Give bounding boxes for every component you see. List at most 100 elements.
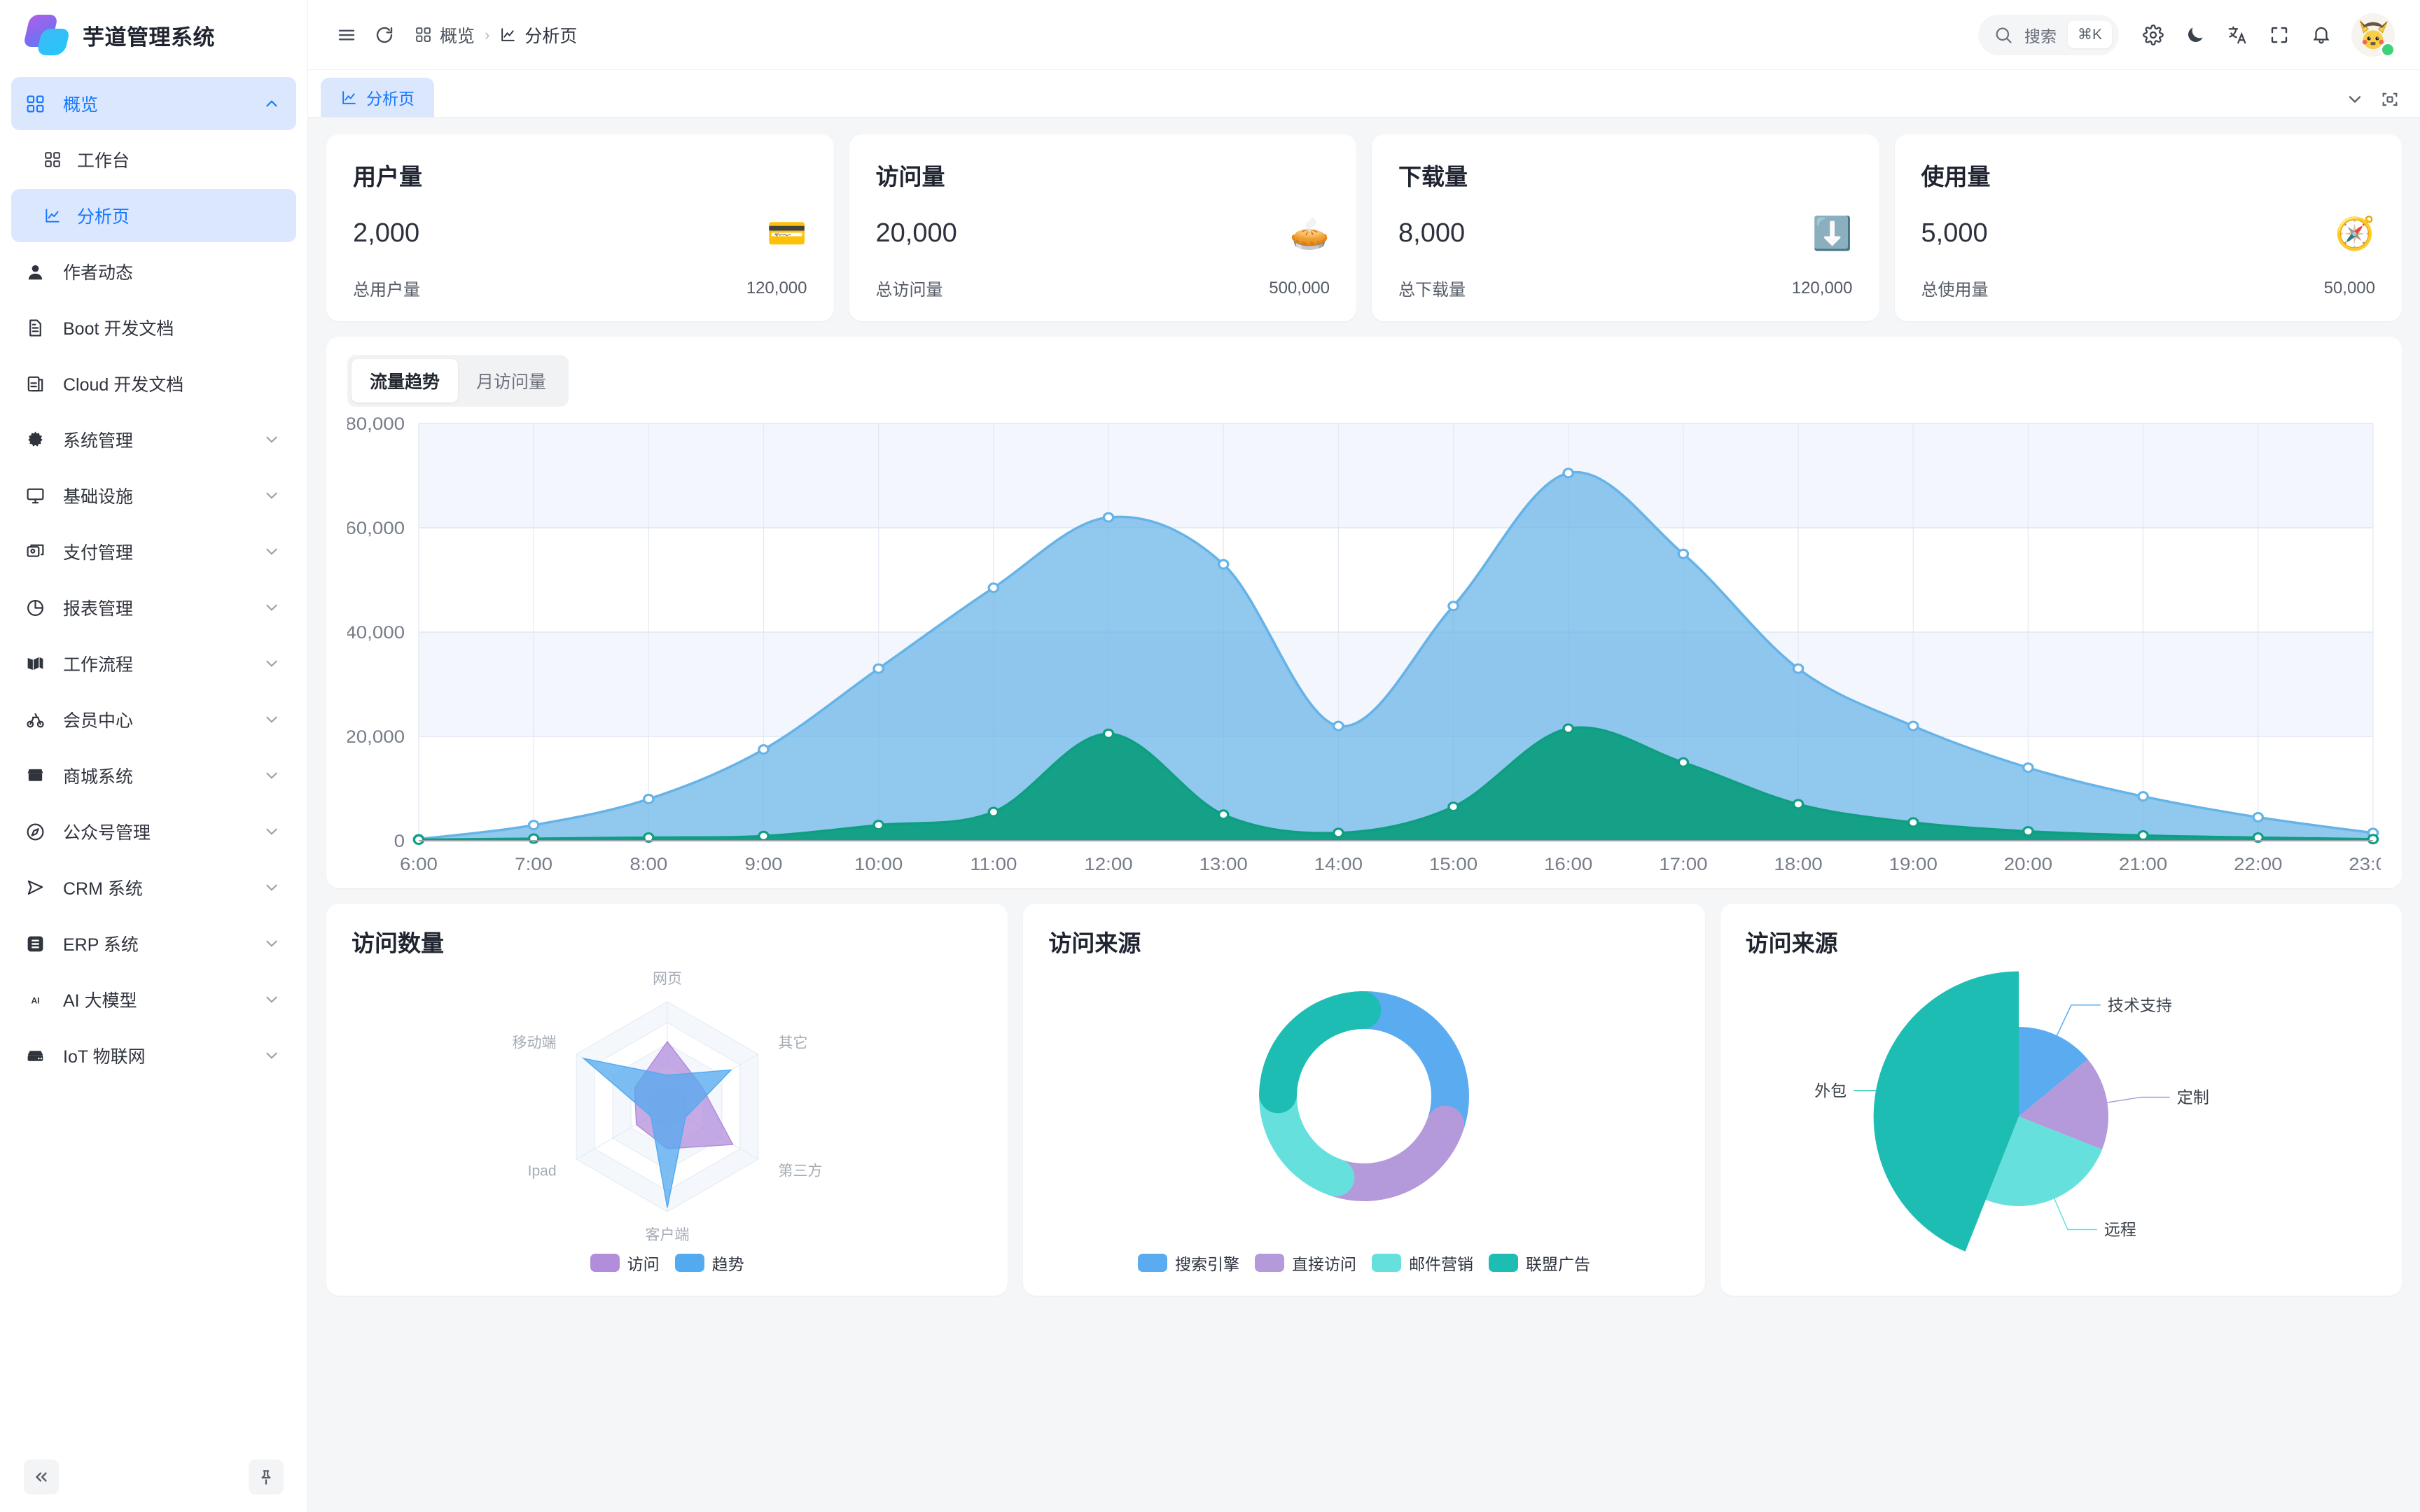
status-badge [2380,41,2395,57]
chevron-down-icon[interactable] [263,654,281,673]
sidebar-item-6[interactable]: 系统管理 [11,413,296,466]
chevron-down-icon[interactable] [263,822,281,841]
traffic-trend-chart: 0 20,000 40,000 60,000 80,000 6:00 7:00 8:00 9:0… [347,416,2381,874]
legend-swatch [674,1254,704,1272]
stat-card-main: 8,000 ⬇️ [1398,217,1853,249]
legend-item-0[interactable]: 访问 [590,1251,660,1275]
breadcrumb-label: 分析页 [524,26,578,46]
expand-icon[interactable] [2372,82,2407,117]
visit-count-panel: 访问数量 网页 其它 第三方 客户端 Ipad 移动端 访问 趋势 [326,904,1008,1296]
stat-card-footer-value: 500,000 [1269,278,1330,298]
tab-label: 分析页 [366,90,415,108]
avatar[interactable] [2351,13,2395,57]
logo[interactable]: 芋道管理系统 [0,0,307,70]
sidebar-item-10[interactable]: 工作流程 [11,637,296,690]
sidebar-item-17[interactable]: IoT 物联网 [11,1029,296,1082]
legend-item-0[interactable]: 搜索引擎 [1137,1251,1239,1275]
sidebar-item-2[interactable]: 分析页 [11,189,296,242]
collapse-sidebar-button[interactable] [24,1460,59,1494]
sidebar-item-15[interactable]: ERP 系统 [11,917,296,970]
moon-icon[interactable] [2176,16,2214,54]
sidebar-item-11[interactable]: 会员中心 [11,693,296,746]
svg-text:定制: 定制 [2177,1088,2209,1106]
legend-item-1[interactable]: 趋势 [674,1251,744,1275]
trend-tab-0[interactable]: 流量趋势 [352,359,459,402]
legend-item-3[interactable]: 联盟广告 [1488,1251,1590,1275]
legend-item-1[interactable]: 直接访问 [1254,1251,1356,1275]
legend-label: 联盟广告 [1525,1255,1590,1273]
svg-text:Ipad: Ipad [527,1163,556,1180]
breadcrumb-item-overview[interactable]: 概览 [415,22,475,48]
chevron-down-icon[interactable] [263,766,281,785]
chevron-down-icon[interactable] [263,1046,281,1065]
pie-chart-body: 技术支持 定制 远程 外包 [1746,958,2377,1275]
stat-card-icon: ⬇️ [1812,215,1853,251]
sidebar-item-label: 支付管理 [63,543,134,563]
grid-icon [43,150,67,169]
sidebar-item-label: 商城系统 [63,767,134,787]
sidebar-item-12[interactable]: 商城系统 [11,749,296,802]
sidebar-item-8[interactable]: 支付管理 [11,525,296,578]
chevron-down-icon[interactable] [263,542,281,561]
svg-text:技术支持: 技术支持 [2108,996,2172,1014]
sidebar-item-0[interactable]: 概览 [11,77,296,130]
legend-item-2[interactable]: 邮件营销 [1371,1251,1473,1275]
gear-icon[interactable] [2134,16,2172,54]
page-tab-bar: 分析页 [308,70,2420,118]
chevron-up-icon[interactable] [263,94,281,113]
stat-card-value: 5,000 [1921,218,1988,248]
chevron-down-icon[interactable] [263,430,281,449]
sidebar-item-13[interactable]: 公众号管理 [11,805,296,858]
hamburger-icon[interactable] [328,16,366,54]
fullscreen-icon[interactable] [2260,16,2298,54]
sidebar-item-9[interactable]: 报表管理 [11,581,296,634]
stat-card-title: 使用量 [1921,164,1991,190]
stat-card-footer-value: 120,000 [1791,278,1853,298]
chevron-down-icon[interactable] [263,710,281,729]
pin-icon[interactable] [249,1460,284,1494]
legend-swatch [1137,1254,1167,1272]
sidebar-item-16[interactable]: AI AI 大模型 [11,973,296,1026]
search-input[interactable]: 搜索 ⌘K [1977,14,2119,55]
chevron-down-icon[interactable] [263,990,281,1009]
trend-tab-group: 流量趋势 月访问量 [347,355,569,407]
tab-analysis[interactable]: 分析页 [321,78,434,117]
send-icon [25,878,53,898]
sidebar-item-label: ERP 系统 [63,935,139,955]
chevron-down-icon[interactable] [263,878,281,897]
stat-card-icon: 💳 [767,215,807,251]
trend-tab-1[interactable]: 月访问量 [476,372,547,392]
stat-card-footer-label: 总访问量 [875,281,943,300]
stat-card-row: 用户量 2,000 💳 总用户量 120,000 访问量 20,000 🥧 总访问量 500,00… [326,134,2402,321]
chevron-down-icon[interactable] [263,934,281,953]
sidebar-item-14[interactable]: CRM 系统 [11,861,296,914]
refresh-icon[interactable] [366,16,403,54]
sidebar-item-3[interactable]: 作者动态 [11,245,296,298]
bell-icon[interactable] [2302,16,2340,54]
stat-card-icon: 🧭 [2335,215,2375,251]
app-title: 芋道管理系统 [83,24,215,50]
sidebar-item-7[interactable]: 基础设施 [11,469,296,522]
svg-text:22:00: 22:00 [2234,854,2282,874]
search-placeholder: 搜索 [2024,27,2057,46]
radar-chart-body: 网页 其它 第三方 客户端 Ipad 移动端 [352,958,982,1248]
sidebar-item-label: 公众号管理 [63,823,151,843]
sidebar-menu: 概览 工作台 分析页 作者动态 Boot 开发文档 Cloud 开发文档 系统管理 基础设施支… [0,70,307,1442]
sidebar-item-5[interactable]: Cloud 开发文档 [11,357,296,410]
chevron-down-icon[interactable] [2337,82,2372,117]
search-shortcut: ⌘K [2067,21,2112,48]
svg-text:6:00: 6:00 [400,854,438,874]
breadcrumb-item-analysis[interactable]: 分析页 [499,22,577,48]
chevron-down-icon[interactable] [263,486,281,505]
topbar-icons [2134,16,2340,54]
sidebar-item-1[interactable]: 工作台 [11,133,296,186]
chart-icon [43,206,67,225]
translate-icon[interactable] [2218,16,2256,54]
svg-text:远程: 远程 [2104,1221,2136,1239]
svg-text:17:00: 17:00 [1659,854,1707,874]
svg-text:23:00: 23:00 [2349,854,2381,874]
sidebar-item-4[interactable]: Boot 开发文档 [11,301,296,354]
stat-card-2: 下载量 8,000 ⬇️ 总下载量 120,000 [1372,134,1879,321]
chevron-down-icon[interactable] [263,598,281,617]
